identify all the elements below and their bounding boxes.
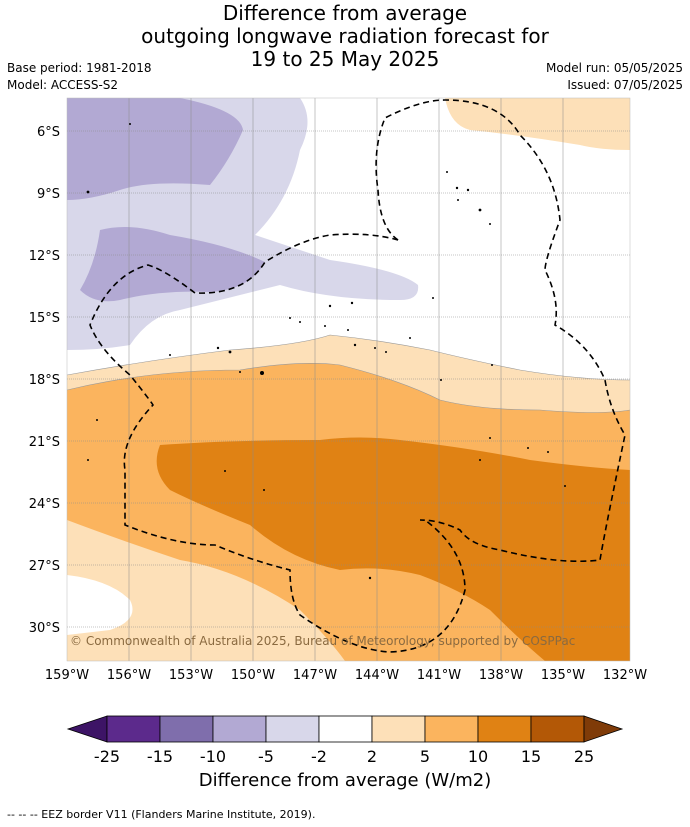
colorbar-tick: -2	[311, 747, 327, 766]
lon-label: 156°W	[107, 668, 151, 683]
lon-label: 144°W	[355, 668, 399, 683]
contour-fill-pos10	[156, 437, 630, 661]
colorbar-tick: -10	[200, 747, 226, 766]
eez-footnote: -- -- -- EEZ border V11 (Flanders Marine…	[7, 808, 316, 821]
lat-label: 12°S	[29, 249, 60, 264]
colorbar-tick: -15	[147, 747, 173, 766]
model-run-date: Model run: 05/05/2025	[545, 61, 683, 75]
lat-label: 15°S	[29, 311, 60, 326]
contour-fill-pos2-ne	[445, 98, 630, 150]
colorbar-swatch	[530, 715, 585, 743]
lon-label: 141°W	[417, 668, 461, 683]
contour-fill-neg5-b	[80, 226, 265, 302]
islands	[86, 123, 566, 580]
colorbar-swatch	[159, 715, 214, 743]
lon-label: 138°W	[479, 668, 523, 683]
colorbar-tick: 2	[367, 747, 377, 766]
model-name: Model: ACCESS-S2	[7, 78, 119, 92]
graticule	[128, 98, 564, 661]
lat-label: 18°S	[29, 373, 60, 388]
colorbar-swatch	[265, 715, 320, 743]
lon-label: 159°W	[45, 668, 89, 683]
title-line-3: 19 to 25 May 2025	[250, 47, 440, 71]
colorbar-tick: 5	[420, 747, 430, 766]
title-line-2: outgoing longwave radiation forecast for	[141, 24, 549, 48]
colorbar-extend-min	[66, 715, 108, 743]
colorbar-title: Difference from average (W/m2)	[198, 770, 492, 791]
anomaly-field: © Commonwealth of Australia 2025, Bureau…	[67, 98, 630, 661]
colorbar-extend-max	[583, 715, 624, 743]
lon-label: 132°W	[603, 668, 647, 683]
colorbar: -25 -15 -10 -5 -2 2 5 10 15 25	[66, 715, 624, 766]
colorbar-tick: 25	[574, 747, 594, 766]
lat-label: 6°S	[37, 125, 60, 140]
lon-label: 150°W	[231, 668, 275, 683]
colorbar-tick: 10	[468, 747, 488, 766]
colorbar-swatch	[424, 715, 479, 743]
title-line-1: Difference from average	[222, 1, 468, 25]
contour-fill-white-sw	[67, 575, 133, 635]
lat-label: 24°S	[29, 497, 60, 512]
issued-date: Issued: 07/05/2025	[567, 78, 683, 92]
copyright-notice: © Commonwealth of Australia 2025, Bureau…	[70, 634, 575, 648]
colorbar-swatch	[212, 715, 267, 743]
eez-border	[89, 99, 626, 653]
lat-axis: 6°S 9°S 12°S 15°S 18°S 21°S 24°S 27°S 30…	[29, 125, 60, 636]
colorbar-tick: -5	[258, 747, 274, 766]
colorbar-swatch	[106, 715, 161, 743]
lon-label: 153°W	[169, 668, 213, 683]
colorbar-tick: 15	[521, 747, 541, 766]
colorbar-tick: -25	[94, 747, 120, 766]
colorbar-swatch	[318, 715, 373, 743]
lon-axis: 159°W 156°W 153°W 150°W 147°W 144°W 141°…	[45, 668, 647, 683]
contour-fill-neg5-a	[67, 98, 243, 200]
lat-label: 30°S	[29, 621, 60, 636]
colorbar-swatch	[371, 715, 426, 743]
lat-label: 9°S	[37, 187, 60, 202]
lon-label: 135°W	[541, 668, 585, 683]
colorbar-swatch	[477, 715, 532, 743]
lat-label: 21°S	[29, 435, 60, 450]
base-period: Base period: 1981-2018	[7, 61, 152, 75]
lon-label: 147°W	[293, 668, 337, 683]
lat-label: 27°S	[29, 559, 60, 574]
